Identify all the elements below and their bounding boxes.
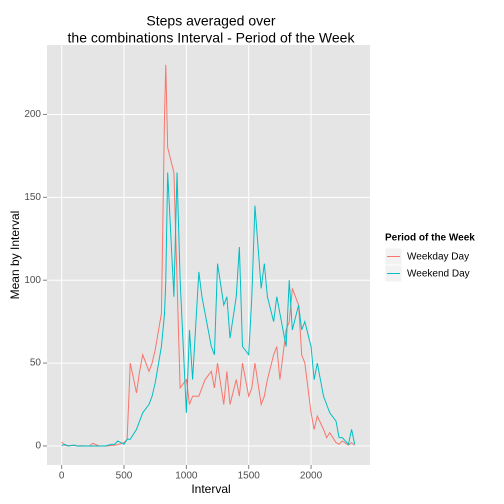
y-axis-title: Mean by Interval xyxy=(8,211,22,300)
x-tick-label: 2000 xyxy=(300,471,323,482)
legend-label: Weekend Day xyxy=(407,269,470,280)
x-tick-label: 500 xyxy=(116,471,133,482)
plot-panel xyxy=(47,45,370,465)
y-tick-label: 200 xyxy=(24,109,41,120)
y-tick-label: 100 xyxy=(24,275,41,286)
y-tick-label: 150 xyxy=(24,192,41,203)
y-tick-label: 0 xyxy=(35,441,41,452)
x-tick-label: 1500 xyxy=(238,471,261,482)
series-line xyxy=(61,172,356,447)
x-axis-title: Interval xyxy=(191,482,230,496)
x-tick-label: 0 xyxy=(59,471,65,482)
chart-title: the combinations Interval - Period of th… xyxy=(68,30,356,46)
x-tick-label: 1000 xyxy=(175,471,198,482)
legend-label: Weekday Day xyxy=(407,252,469,263)
series-line xyxy=(61,64,356,447)
legend-title: Period of the Week xyxy=(385,233,475,244)
y-tick-label: 50 xyxy=(30,358,42,369)
chart-title: Steps averaged over xyxy=(146,13,276,29)
